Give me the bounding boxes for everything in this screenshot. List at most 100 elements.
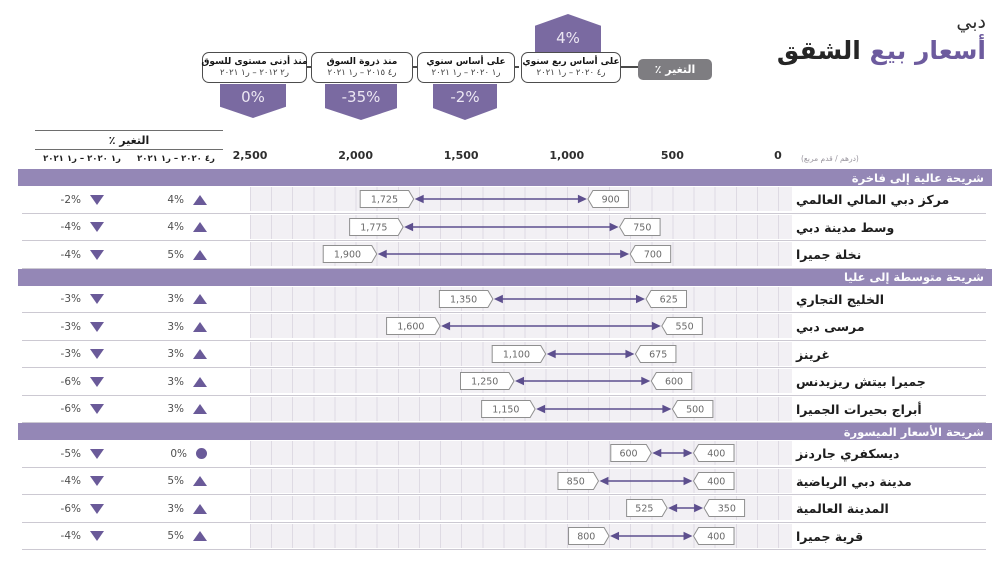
- change-value: 3%: [167, 293, 184, 306]
- change-value: 4%: [167, 193, 184, 206]
- annual-change-cell: -3%: [20, 313, 104, 341]
- svg-text:600: 600: [665, 376, 683, 387]
- svg-text:750: 750: [633, 222, 651, 233]
- change-chip: ٪ التغير: [638, 59, 712, 80]
- change-value: -5%: [60, 447, 81, 460]
- triangle-up-icon: [193, 349, 207, 360]
- quarterly-change-cell: 5%: [120, 523, 207, 551]
- svg-text:800: 800: [577, 531, 595, 542]
- row-name-label: قرية جميرا: [796, 528, 864, 544]
- change-columns-header: ٪ التغير ر١ ٢٠٢٠ – ر١ ٢٠٢١ ر٤ ٢٠٢٠ – ر١ …: [35, 130, 223, 164]
- triangle-up-icon: [193, 503, 207, 514]
- row-name-label: غرينز: [796, 346, 830, 362]
- axis-unit-label: (درهم / قدم مربع): [801, 154, 859, 163]
- page-title-accent: أسعار بيع: [869, 35, 986, 65]
- callout-period: ر٤ ٢٠١٥ – ر١ ٢٠٢١: [327, 67, 397, 78]
- callout-period: ر١ ٢٠٢٠ – ر١ ٢٠٢١: [431, 67, 501, 78]
- annual-change-cell: -3%: [20, 341, 104, 369]
- quarterly-change-cell: 4%: [120, 186, 207, 214]
- row-name-label: جميرا بيتش ريزيدنس: [796, 374, 926, 390]
- row-name-label: الخليج التجاري: [796, 291, 884, 307]
- callout-period: ر٢ ٢٠١٢ – ر١ ٢٠٢١: [220, 67, 289, 78]
- table-row: -6% 3% 1,150 500 أبراج بحيرات الجميرا: [18, 396, 992, 424]
- triangle-down-icon: [90, 376, 104, 387]
- axis-tick: 1,500: [443, 149, 479, 162]
- price-range-bar: 1,725 900: [359, 190, 629, 208]
- badge-since-peak: -35%: [325, 84, 397, 120]
- chart-grid-cell: 1,100 675: [250, 341, 792, 366]
- chart-grid-cell: 1,350 625: [250, 286, 792, 311]
- triangle-down-icon: [90, 249, 104, 260]
- triangle-down-icon: [90, 531, 104, 542]
- change-value: 3%: [167, 348, 184, 361]
- dot-flat-icon: [196, 448, 207, 460]
- row-name-label: مرسى دبي: [796, 319, 865, 335]
- table-row: -2% 4% 1,725 900 مركز دبي المالي العالمي: [18, 186, 992, 214]
- table-row: -4% 5% 850 400 مدينة دبي الرياضية: [18, 468, 992, 496]
- axis-tick: 500: [660, 149, 684, 162]
- chart-grid-cell: 850 400: [250, 468, 792, 493]
- triangle-up-icon: [193, 321, 207, 332]
- svg-text:1,350: 1,350: [450, 294, 477, 305]
- change-value: -2%: [60, 193, 81, 206]
- column-header-quarterly: ر٤ ٢٠٢٠ – ر١ ٢٠٢١: [137, 154, 215, 164]
- chart-grid-cell: 1,150 500: [250, 396, 792, 421]
- price-range-bar: 800 400: [568, 526, 735, 545]
- row-name-label: ديسكفري جاردنز: [796, 446, 900, 462]
- table-row: -5% 0% 600 400 ديسكفري جاردنز: [18, 440, 992, 468]
- price-range-bar: 1,250 600: [460, 372, 693, 390]
- triangle-down-icon: [90, 404, 104, 415]
- svg-text:500: 500: [686, 404, 704, 415]
- triangle-up-icon: [193, 531, 207, 542]
- connector-line: [619, 66, 638, 68]
- badge-annual-change: -2%: [433, 84, 497, 120]
- svg-text:700: 700: [644, 249, 662, 260]
- svg-text:1,600: 1,600: [397, 321, 424, 332]
- quarterly-change-cell: 5%: [120, 468, 207, 496]
- price-range-bar: 1,900 700: [322, 245, 672, 263]
- triangle-up-icon: [193, 194, 207, 205]
- city-title: دبي: [956, 11, 986, 33]
- annual-change-cell: -4%: [20, 468, 104, 496]
- table-row: -6% 3% 525 350 المدينة العالمية: [18, 495, 992, 523]
- annual-change-cell: -6%: [20, 368, 104, 396]
- connector-line: [513, 66, 519, 68]
- quarterly-change-cell: 3%: [120, 368, 207, 396]
- quarterly-change-cell: 3%: [120, 313, 207, 341]
- triangle-down-icon: [90, 222, 104, 233]
- chart-grid-cell: 600 400: [250, 441, 792, 465]
- change-value: -4%: [60, 475, 81, 488]
- price-range-bar: 1,600 550: [386, 317, 703, 335]
- chart-grid-cell: 1,725 900: [250, 187, 792, 211]
- price-range-bar: 525 350: [626, 499, 746, 517]
- svg-text:1,725: 1,725: [371, 194, 398, 205]
- triangle-down-icon: [90, 503, 104, 514]
- table-row: -6% 3% 1,250 600 جميرا بيتش ريزيدنس: [18, 368, 992, 396]
- change-value: -4%: [60, 248, 81, 261]
- chart-grid-cell: 1,600 550: [250, 314, 792, 338]
- annual-change-cell: -4%: [20, 214, 104, 242]
- triangle-down-icon: [90, 321, 104, 332]
- callout-annual: على أساس سنوي ر١ ٢٠٢٠ – ر١ ٢٠٢١: [417, 52, 515, 83]
- svg-text:850: 850: [567, 476, 585, 487]
- svg-text:400: 400: [707, 448, 725, 459]
- change-value: -6%: [60, 375, 81, 388]
- chart-grid-cell: 1,775 750: [250, 214, 792, 239]
- svg-text:1,100: 1,100: [503, 349, 530, 360]
- triangle-down-icon: [90, 294, 104, 305]
- svg-text:1,775: 1,775: [360, 222, 387, 233]
- svg-text:900: 900: [602, 194, 620, 205]
- price-range-bar: 600 400: [610, 444, 735, 462]
- change-value: 3%: [167, 502, 184, 515]
- change-value: 5%: [167, 248, 184, 261]
- change-date-columns: ر١ ٢٠٢٠ – ر١ ٢٠٢١ ر٤ ٢٠٢٠ – ر١ ٢٠٢١: [35, 150, 223, 164]
- quarterly-change-cell: 3%: [120, 341, 207, 369]
- connector-line: [411, 66, 417, 68]
- axis-tick: 2,500: [232, 149, 268, 162]
- change-value: -4%: [60, 530, 81, 543]
- chart-grid-cell: 525 350: [250, 496, 792, 520]
- annual-change-cell: -4%: [20, 523, 104, 551]
- price-range-bar: 1,100 675: [491, 344, 677, 363]
- change-value: -3%: [60, 293, 81, 306]
